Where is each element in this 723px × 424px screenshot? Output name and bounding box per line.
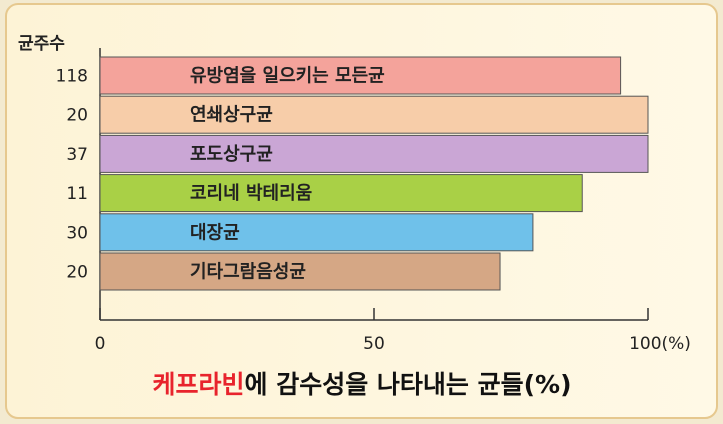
bar: [100, 214, 533, 251]
strain-count: 37: [66, 145, 88, 165]
bar-label: 포도상구균: [190, 144, 273, 165]
bar-label: 연쇄상구균: [190, 105, 273, 126]
bar: [100, 135, 648, 172]
bar: [100, 175, 582, 212]
bar: [100, 96, 648, 133]
x-tick-label: 100(%): [629, 334, 691, 354]
bar-label: 대장균: [190, 222, 240, 243]
strain-count: 20: [66, 263, 88, 283]
strain-count: 30: [66, 223, 88, 243]
title-rest: 에 감수성을 나타내는 균들(%): [245, 370, 572, 399]
bar-label: 코리네 박테리움: [190, 183, 312, 204]
count-axis-label: 균주수: [18, 34, 65, 54]
x-tick-label: 50: [363, 334, 385, 354]
page: {"chart_data": {"type": "bar", "orientat…: [0, 0, 723, 424]
title-highlight: 케프라빈: [152, 370, 244, 399]
chart-title: 케프라빈에 감수성을 나타내는 균들(%): [152, 370, 571, 399]
x-tick-label: 0: [95, 334, 106, 354]
strain-count: 20: [66, 106, 88, 126]
strain-count: 118: [56, 67, 88, 87]
chart: 균주수 케프라빈에 감수성을 나타내는 균들(%) 0 50 100(%) 유방염을 …: [0, 0, 723, 424]
bar-label: 유방염을 일으키는 모든균: [190, 66, 385, 87]
bar-label: 기타그람음성균: [190, 262, 306, 283]
strain-count: 11: [66, 184, 88, 204]
